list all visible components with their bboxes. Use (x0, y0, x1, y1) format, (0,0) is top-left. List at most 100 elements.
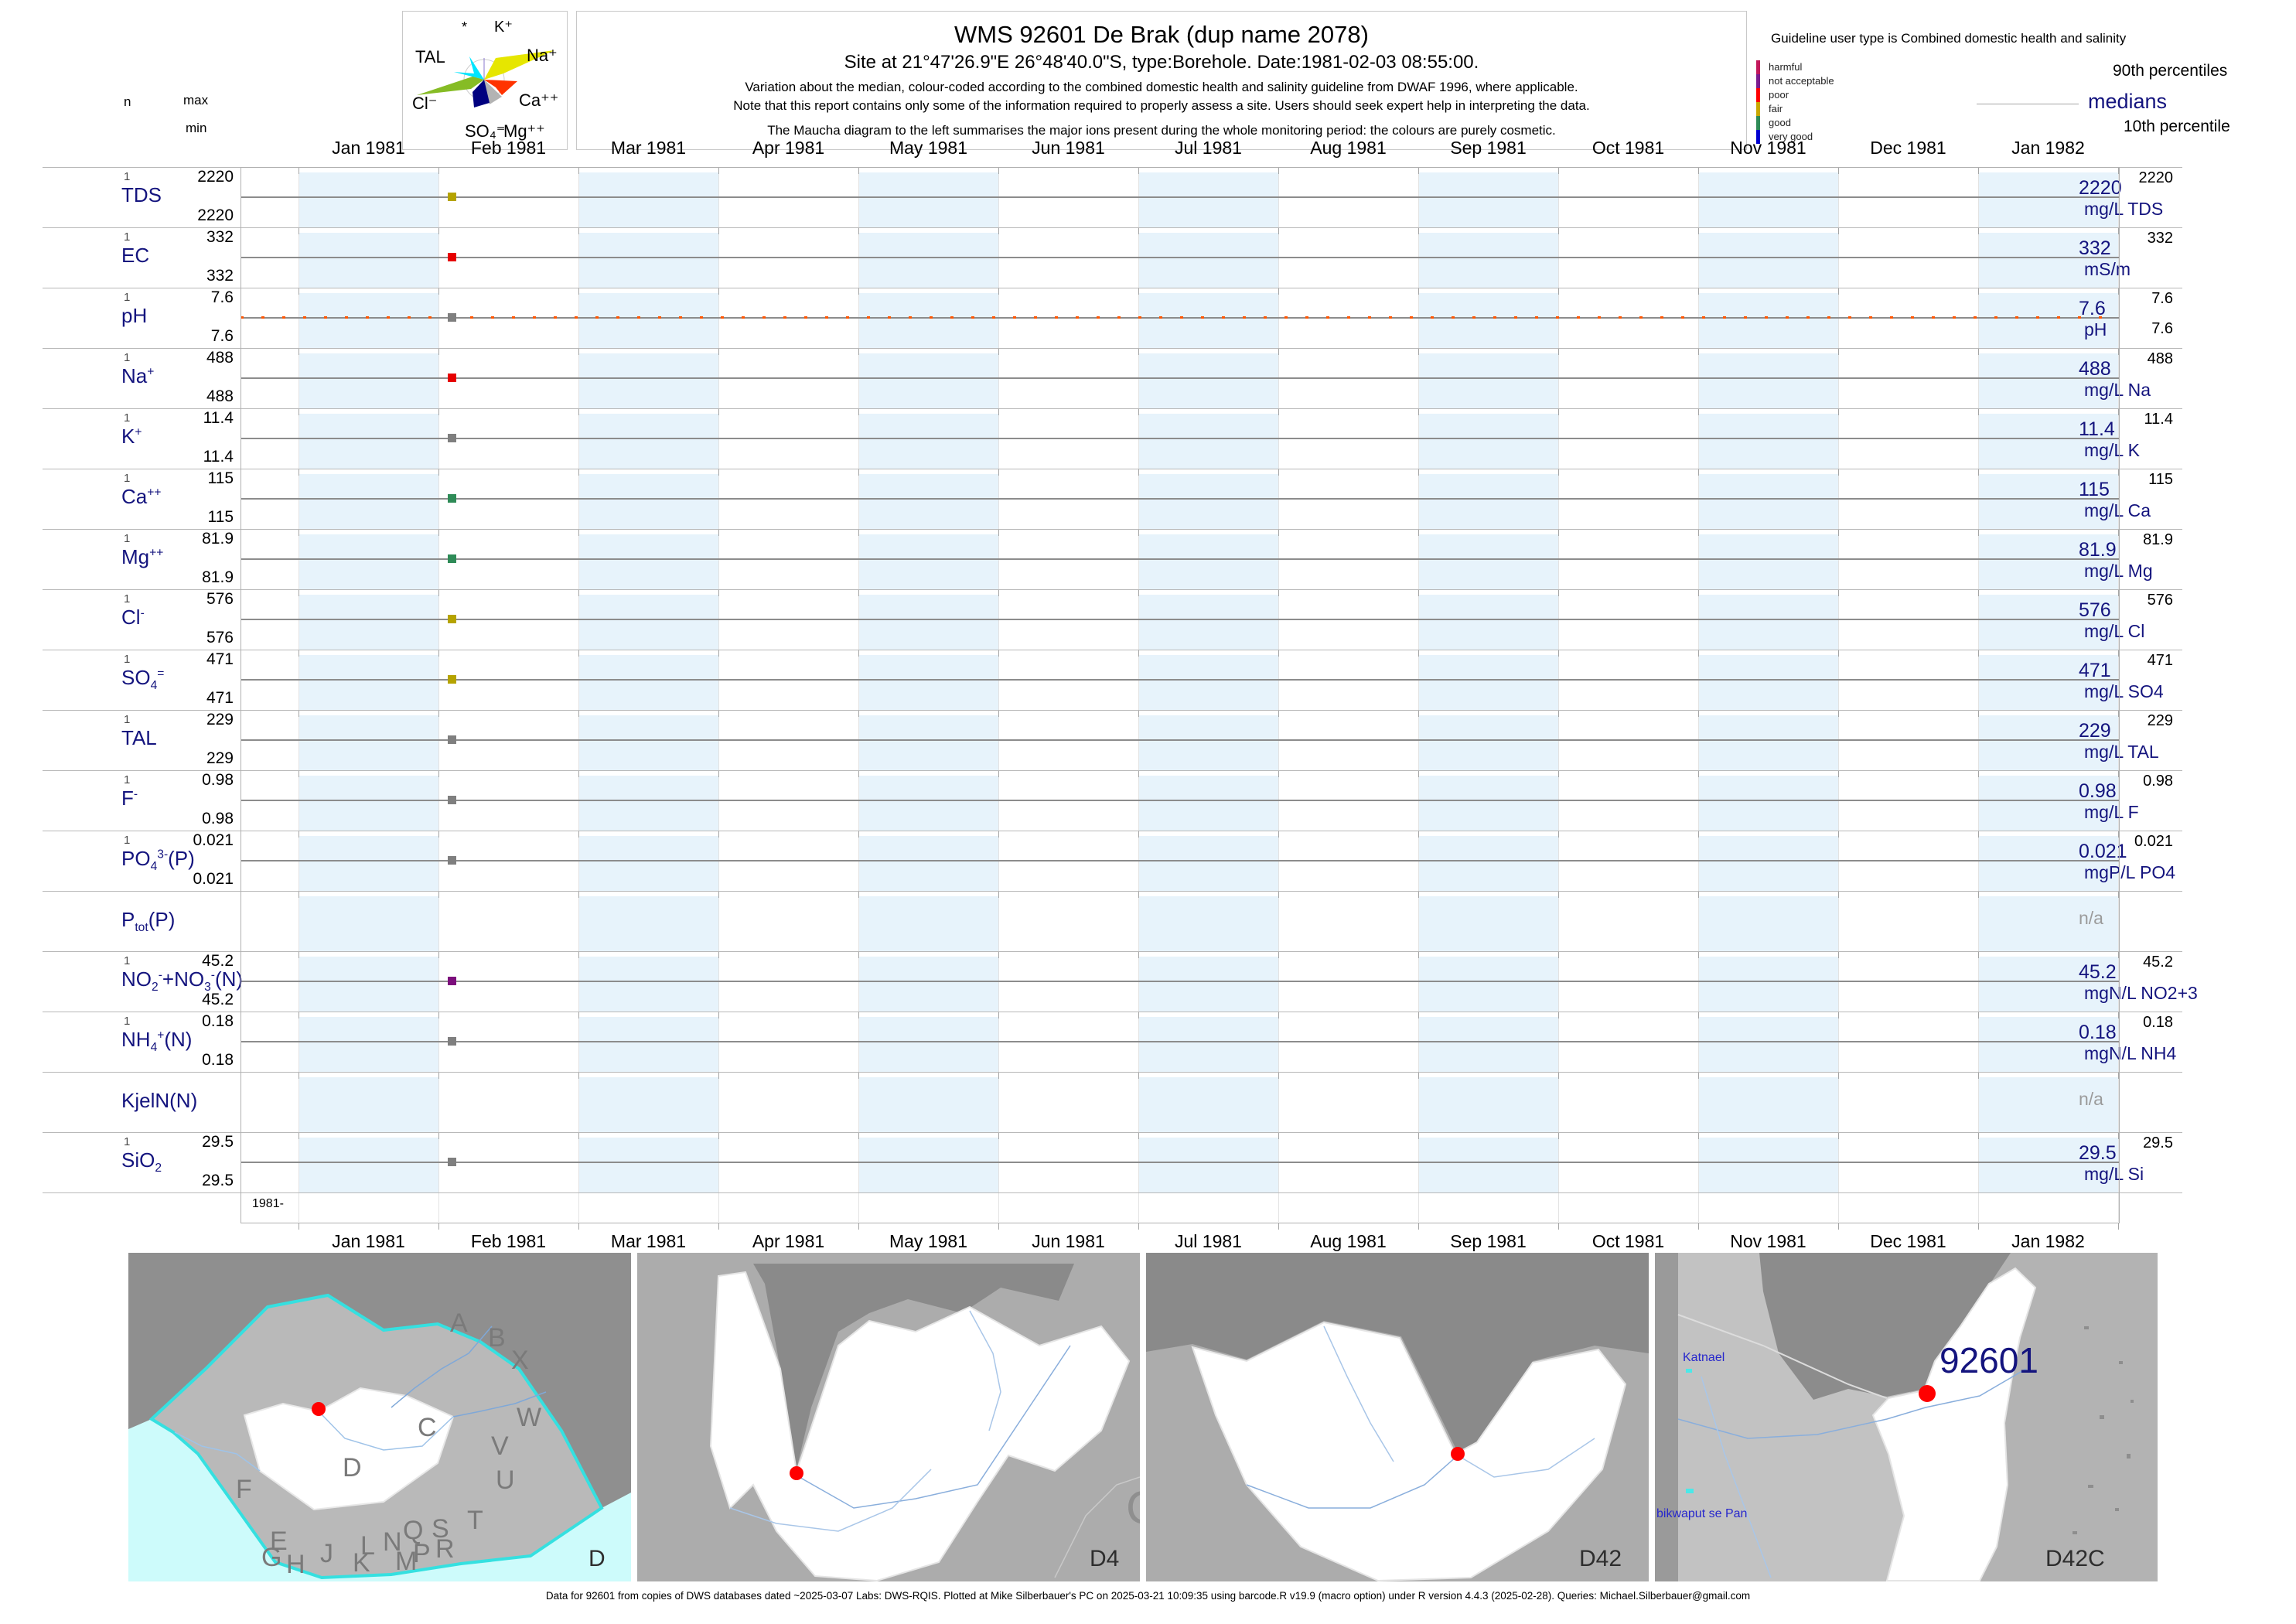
month-tick (1558, 228, 1559, 234)
month-shade (1139, 715, 1278, 770)
month-tick (718, 831, 719, 838)
month-tick (438, 1133, 439, 1139)
month-shade (299, 1017, 438, 1072)
month-tick (1978, 1073, 1979, 1079)
month-tick (1558, 590, 1559, 596)
row-min-value: 11.4 (203, 448, 234, 466)
row-median-value: 0.98 (2079, 780, 2117, 802)
month-tick (1418, 590, 1419, 596)
month-tick (2118, 409, 2119, 415)
month-label-top: Jan 1982 (2011, 138, 2085, 158)
row-median-value: 332 (2079, 237, 2111, 259)
row-min-value: 576 (206, 629, 234, 647)
month-shade (299, 233, 438, 288)
month-tick (1978, 590, 1979, 596)
row-p90-value: 576 (2147, 592, 2173, 609)
month-tick (2118, 1073, 2119, 1079)
month-tick (1558, 831, 1559, 838)
month-tick (1418, 469, 1419, 476)
row-param-label: SO4= (121, 666, 165, 693)
month-shade (1979, 534, 2118, 589)
month-tick (1838, 409, 1839, 415)
month-tick (718, 650, 719, 657)
month-shade (299, 715, 438, 770)
row-p90-value: 0.021 (2134, 833, 2173, 850)
row-param-label: NH4+(N) (121, 1028, 193, 1055)
site-marker (790, 1466, 803, 1480)
month-label-bottom: Aug 1981 (1310, 1231, 1387, 1251)
month-tick (438, 349, 439, 355)
map-region-d4: C D4 (637, 1253, 1140, 1581)
row-unit-label: mS/m (2084, 259, 2131, 279)
month-label-bottom: Sep 1981 (1450, 1231, 1527, 1251)
row-unit-label: mg/L Si (2084, 1164, 2144, 1184)
month-tick (1978, 349, 1979, 355)
row-p90-value: 11.4 (2144, 411, 2173, 428)
row-median-value: 45.2 (2079, 961, 2117, 983)
month-boundary-line (718, 167, 719, 1222)
data-point-NH4 (448, 1037, 456, 1046)
month-shade (859, 293, 998, 348)
month-tick (1698, 590, 1699, 596)
month-boundary-line (1978, 167, 1979, 1222)
neighbour-land (1146, 1253, 1649, 1452)
month-shade (1979, 595, 2118, 650)
month-tick (438, 831, 439, 838)
month-tick (1978, 952, 1979, 958)
month-shade (1139, 655, 1278, 710)
month-tick (718, 530, 719, 536)
month-tick (858, 892, 859, 898)
drainage-region-letter-S: S (432, 1514, 449, 1544)
map-region-d42: D42 (1146, 1253, 1649, 1581)
drainage-region-letter-J: J (320, 1539, 333, 1568)
maucha-tal-segment (454, 56, 484, 80)
month-shade (1139, 414, 1278, 469)
month-tick (2118, 469, 2119, 476)
row-median-value: 115 (2079, 479, 2110, 500)
month-tick (1558, 469, 1559, 476)
month-tick (998, 168, 999, 174)
median-line-TDS (241, 196, 2119, 198)
month-shade (1139, 1017, 1278, 1072)
month-shade (299, 534, 438, 589)
month-label-top: Feb 1981 (470, 138, 547, 158)
month-tick (998, 831, 999, 838)
month-shade (1699, 293, 1838, 348)
month-tick (438, 469, 439, 476)
month-shade (1419, 1138, 1558, 1192)
month-tick (2118, 831, 2119, 838)
data-point-Ca (448, 494, 456, 503)
row-n-count: 1 (124, 291, 131, 304)
month-shade (1979, 172, 2118, 227)
maucha-legend-box: * K⁺ TAL Na⁺ Cl⁻ Ca⁺⁺ SO₄⁼ Mg⁺⁺ (402, 11, 568, 150)
row-median-value: 2220 (2079, 177, 2122, 199)
month-tick (1278, 771, 1279, 777)
month-tick (718, 1073, 719, 1079)
maucha-diagram: * K⁺ TAL Na⁺ Cl⁻ Ca⁺⁺ SO₄⁼ Mg⁺⁺ (412, 19, 558, 141)
month-shade (1979, 293, 2118, 348)
legend-class-label: very good (1769, 131, 1813, 142)
row-n-count: 1 (124, 954, 131, 967)
month-tick (2118, 952, 2119, 958)
month-tick (1978, 711, 1979, 717)
month-tick (1138, 288, 1139, 295)
month-shade (1139, 896, 1278, 951)
month-tick (998, 1012, 999, 1018)
month-tick (1978, 168, 1979, 174)
month-shade (1699, 534, 1838, 589)
month-label-bottom: Apr 1981 (752, 1231, 825, 1251)
month-shade (579, 957, 718, 1012)
month-tick (1138, 469, 1139, 476)
row-p90-value: 471 (2147, 652, 2173, 669)
month-label-bottom: Oct 1981 (1592, 1231, 1665, 1251)
month-tick (1558, 1133, 1559, 1139)
river (1677, 1368, 2027, 1439)
month-tick (1278, 409, 1279, 415)
month-tick (1978, 771, 1979, 777)
row-n-count: 1 (124, 713, 131, 726)
month-tick (718, 1133, 719, 1139)
month-shade (1699, 896, 1838, 951)
bottom-axis-tick (1278, 1223, 1279, 1230)
month-tick (1138, 530, 1139, 536)
row-p90-value: 81.9 (2143, 531, 2173, 548)
